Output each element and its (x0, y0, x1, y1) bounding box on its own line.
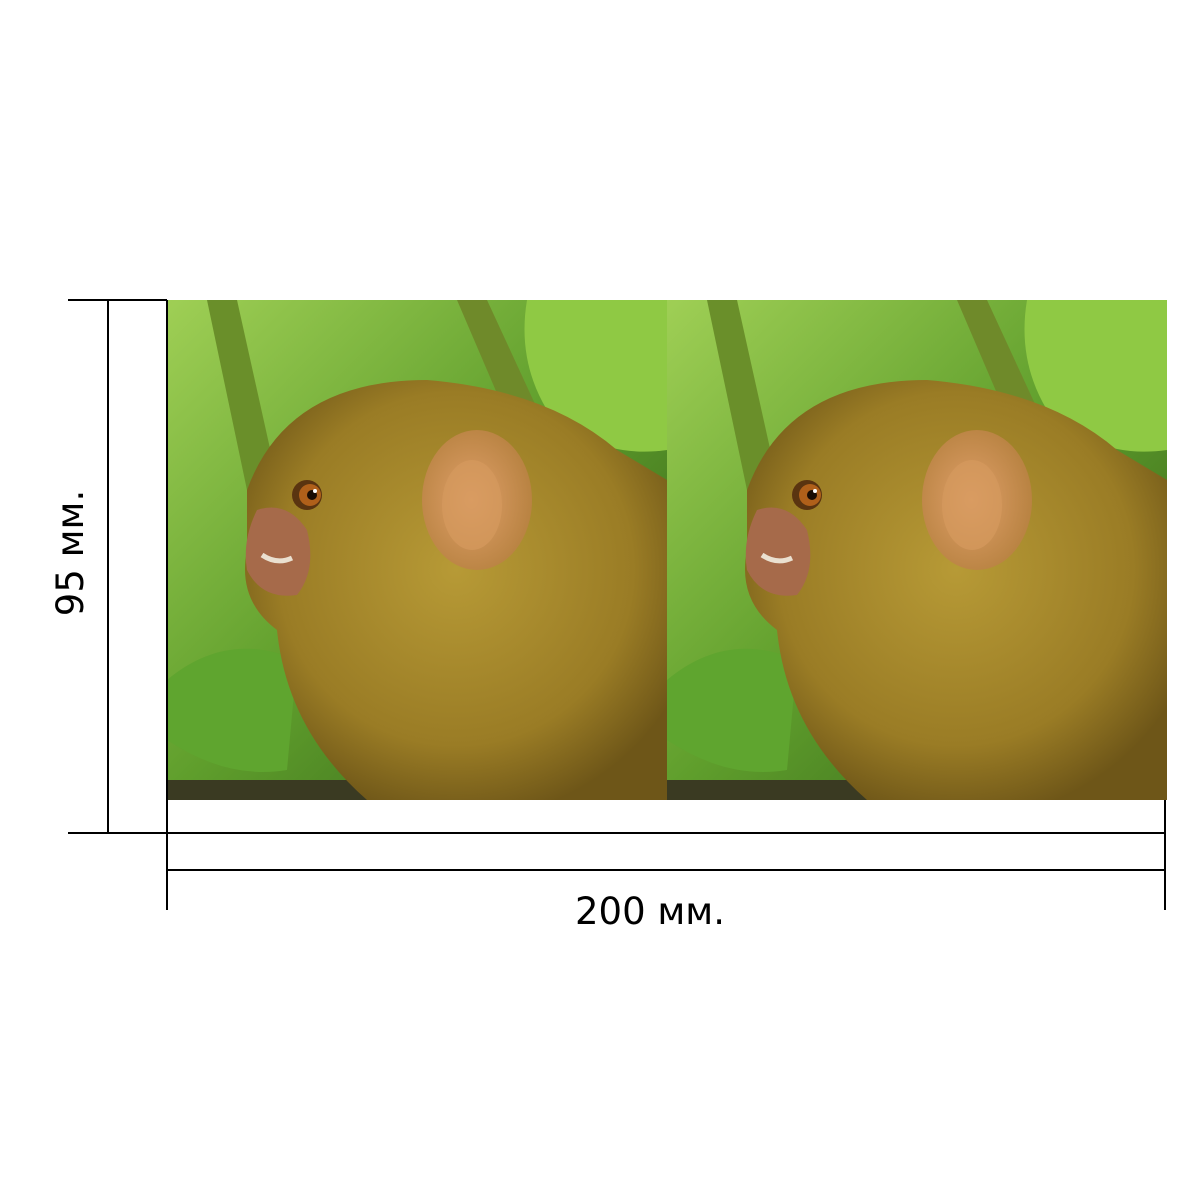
marmoset-body (245, 380, 667, 800)
stem (707, 300, 777, 490)
marmoset-photo (667, 300, 1167, 800)
stem (207, 300, 277, 490)
product-photo-left (167, 300, 667, 800)
face (745, 507, 811, 596)
width-label: 200 мм. (575, 890, 725, 933)
marmoset-photo (167, 300, 667, 800)
product-photo-right (667, 300, 1167, 800)
face (245, 507, 311, 596)
marmoset-body (745, 380, 1167, 800)
leaf (667, 648, 797, 772)
height-label: 95 мм. (49, 489, 92, 617)
leaf (167, 648, 297, 772)
